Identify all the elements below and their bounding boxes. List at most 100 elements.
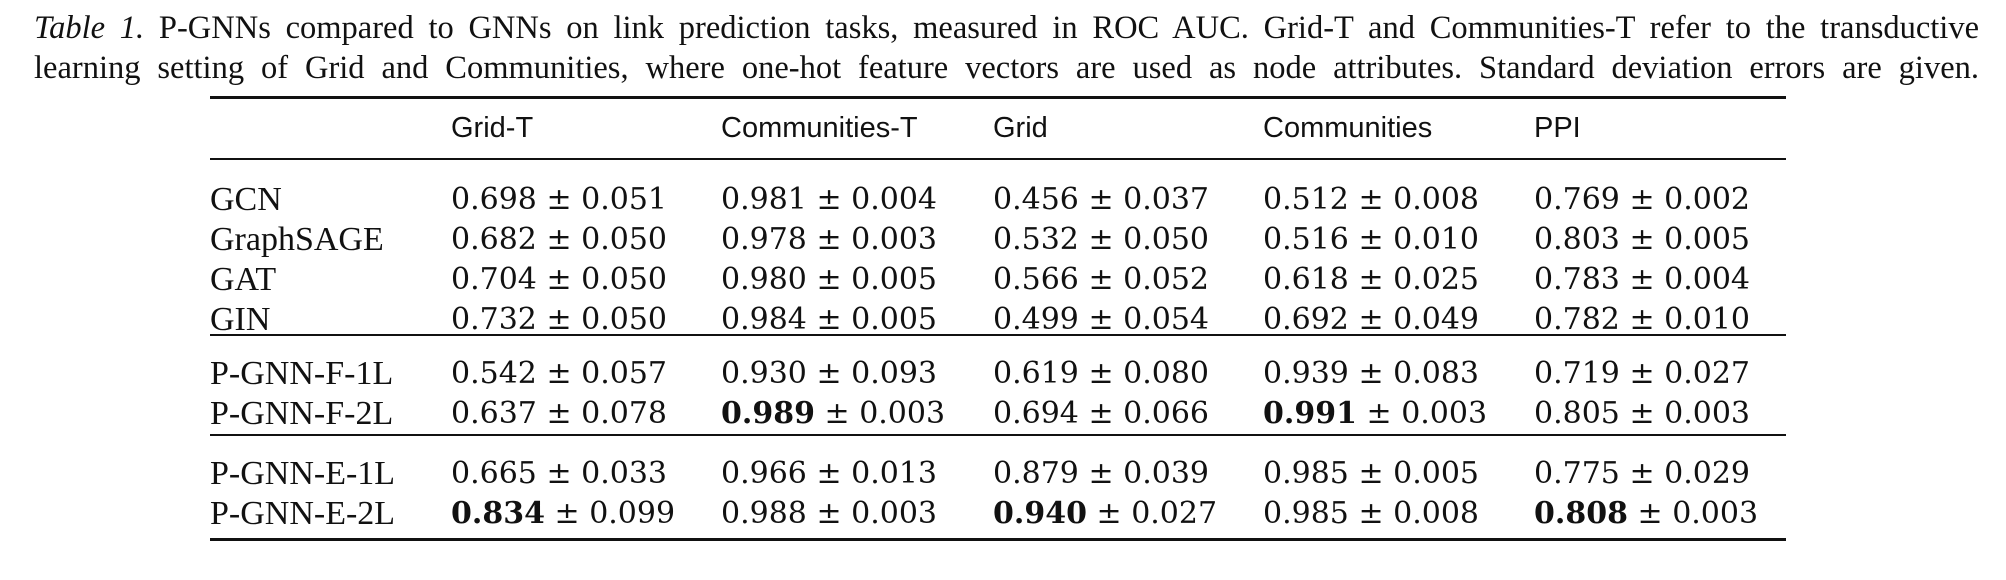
score-std: 0.005 bbox=[851, 302, 938, 337]
model-name: GIN bbox=[210, 301, 271, 338]
score-std: 0.066 bbox=[1123, 396, 1210, 431]
score-cell: 0.456 ± 0.037 bbox=[993, 180, 1209, 220]
score-mean: 0.499 bbox=[993, 302, 1079, 337]
score-mean: 0.637 bbox=[451, 396, 537, 431]
score-cell: 0.930 ± 0.093 bbox=[721, 354, 937, 394]
score-std: 0.093 bbox=[851, 356, 938, 391]
score-cell: 0.719 ± 0.027 bbox=[1534, 354, 1750, 394]
score-cell: 0.966 ± 0.013 bbox=[721, 454, 937, 494]
score-cell: 0.769 ± 0.002 bbox=[1534, 180, 1750, 220]
score-mean: 0.984 bbox=[721, 302, 807, 337]
score-cell: 0.978 ± 0.003 bbox=[721, 220, 937, 260]
score-cell: 0.879 ± 0.039 bbox=[993, 454, 1209, 494]
score-mean: 0.991 bbox=[1263, 396, 1357, 431]
score-mean: 0.783 bbox=[1534, 262, 1620, 297]
score-mean: 0.516 bbox=[1263, 222, 1349, 257]
plus-minus-sign: ± bbox=[1096, 496, 1122, 531]
header-cell-communities: Communities bbox=[1263, 112, 1433, 144]
plus-minus-sign: ± bbox=[816, 456, 842, 491]
score-mean: 0.782 bbox=[1534, 302, 1620, 337]
score-std: 0.003 bbox=[851, 222, 938, 257]
score-mean: 0.512 bbox=[1263, 182, 1349, 217]
plus-minus-sign: ± bbox=[816, 182, 842, 217]
group-rule bbox=[210, 434, 1786, 436]
score-cell: 0.542 ± 0.057 bbox=[451, 354, 667, 394]
best-score-cell: 0.989 ± 0.003 bbox=[721, 394, 945, 434]
plus-minus-sign: ± bbox=[1088, 456, 1114, 491]
score-cell: 0.532 ± 0.050 bbox=[993, 220, 1209, 260]
score-std: 0.008 bbox=[1393, 182, 1480, 217]
score-std: 0.037 bbox=[1123, 182, 1210, 217]
plus-minus-sign: ± bbox=[546, 302, 572, 337]
plus-minus-sign: ± bbox=[546, 182, 572, 217]
score-cell: 0.665 ± 0.033 bbox=[451, 454, 667, 494]
plus-minus-sign: ± bbox=[554, 496, 580, 531]
score-std: 0.005 bbox=[1393, 456, 1480, 491]
score-std: 0.083 bbox=[1393, 356, 1480, 391]
score-cell: 0.698 ± 0.051 bbox=[451, 180, 667, 220]
score-cell: 0.566 ± 0.052 bbox=[993, 260, 1209, 300]
plus-minus-sign: ± bbox=[1358, 182, 1384, 217]
score-cell: 0.783 ± 0.004 bbox=[1534, 260, 1750, 300]
score-std: 0.002 bbox=[1664, 182, 1751, 217]
score-cell: 0.682 ± 0.050 bbox=[451, 220, 667, 260]
score-mean: 0.939 bbox=[1263, 356, 1349, 391]
plus-minus-sign: ± bbox=[546, 396, 572, 431]
best-score-cell: 0.808 ± 0.003 bbox=[1534, 494, 1758, 534]
plus-minus-sign: ± bbox=[816, 302, 842, 337]
plus-minus-sign: ± bbox=[1366, 396, 1392, 431]
score-std: 0.003 bbox=[1664, 396, 1751, 431]
score-mean: 0.682 bbox=[451, 222, 537, 257]
score-cell: 0.499 ± 0.054 bbox=[993, 300, 1209, 340]
score-mean: 0.619 bbox=[993, 356, 1079, 391]
score-cell: 0.782 ± 0.010 bbox=[1534, 300, 1750, 340]
score-cell: 0.618 ± 0.025 bbox=[1263, 260, 1479, 300]
table-row: P-GNN-F-2L 0.637 ± 0.078 0.989 ± 0.003 0.69… bbox=[210, 394, 1786, 434]
score-std: 0.051 bbox=[581, 182, 668, 217]
score-std: 0.010 bbox=[1393, 222, 1480, 257]
score-mean: 0.985 bbox=[1263, 496, 1349, 531]
top-rule bbox=[210, 96, 1786, 99]
score-cell: 0.939 ± 0.083 bbox=[1263, 354, 1479, 394]
best-score-cell: 0.834 ± 0.099 bbox=[451, 494, 675, 534]
score-std: 0.003 bbox=[1401, 396, 1488, 431]
table-row: GAT 0.704 ± 0.050 0.980 ± 0.005 0.566 ± 0.0… bbox=[210, 260, 1786, 300]
score-std: 0.027 bbox=[1664, 356, 1751, 391]
score-mean: 0.719 bbox=[1534, 356, 1620, 391]
plus-minus-sign: ± bbox=[546, 262, 572, 297]
score-std: 0.057 bbox=[581, 356, 668, 391]
score-mean: 0.879 bbox=[993, 456, 1079, 491]
plus-minus-sign: ± bbox=[1629, 182, 1655, 217]
score-mean: 0.732 bbox=[451, 302, 537, 337]
score-cell: 0.704 ± 0.050 bbox=[451, 260, 667, 300]
score-std: 0.008 bbox=[1393, 496, 1480, 531]
score-mean: 0.980 bbox=[721, 262, 807, 297]
score-std: 0.003 bbox=[859, 396, 946, 431]
score-std: 0.078 bbox=[581, 396, 668, 431]
score-cell: 0.805 ± 0.003 bbox=[1534, 394, 1750, 434]
score-std: 0.029 bbox=[1664, 456, 1751, 491]
plus-minus-sign: ± bbox=[1358, 456, 1384, 491]
score-std: 0.054 bbox=[1123, 302, 1210, 337]
score-std: 0.099 bbox=[589, 496, 676, 531]
score-mean: 0.805 bbox=[1534, 396, 1620, 431]
plus-minus-sign: ± bbox=[816, 356, 842, 391]
score-std: 0.010 bbox=[1664, 302, 1751, 337]
table-row: P-GNN-F-1L 0.542 ± 0.057 0.930 ± 0.093 0.61… bbox=[210, 354, 1786, 394]
score-cell: 0.775 ± 0.029 bbox=[1534, 454, 1750, 494]
score-mean: 0.665 bbox=[451, 456, 537, 491]
model-name: GAT bbox=[210, 261, 277, 298]
plus-minus-sign: ± bbox=[816, 262, 842, 297]
score-mean: 0.981 bbox=[721, 182, 807, 217]
table-row: GraphSAGE 0.682 ± 0.050 0.978 ± 0.003 0.532… bbox=[210, 220, 1786, 260]
plus-minus-sign: ± bbox=[1088, 182, 1114, 217]
score-mean: 0.985 bbox=[1263, 456, 1349, 491]
header-rule bbox=[210, 158, 1786, 160]
score-std: 0.050 bbox=[581, 222, 668, 257]
plus-minus-sign: ± bbox=[1358, 302, 1384, 337]
score-std: 0.050 bbox=[581, 302, 668, 337]
bottom-rule bbox=[210, 538, 1786, 541]
plus-minus-sign: ± bbox=[1629, 262, 1655, 297]
header-cell-communities-t: Communities-T bbox=[721, 112, 918, 144]
score-cell: 0.984 ± 0.005 bbox=[721, 300, 937, 340]
